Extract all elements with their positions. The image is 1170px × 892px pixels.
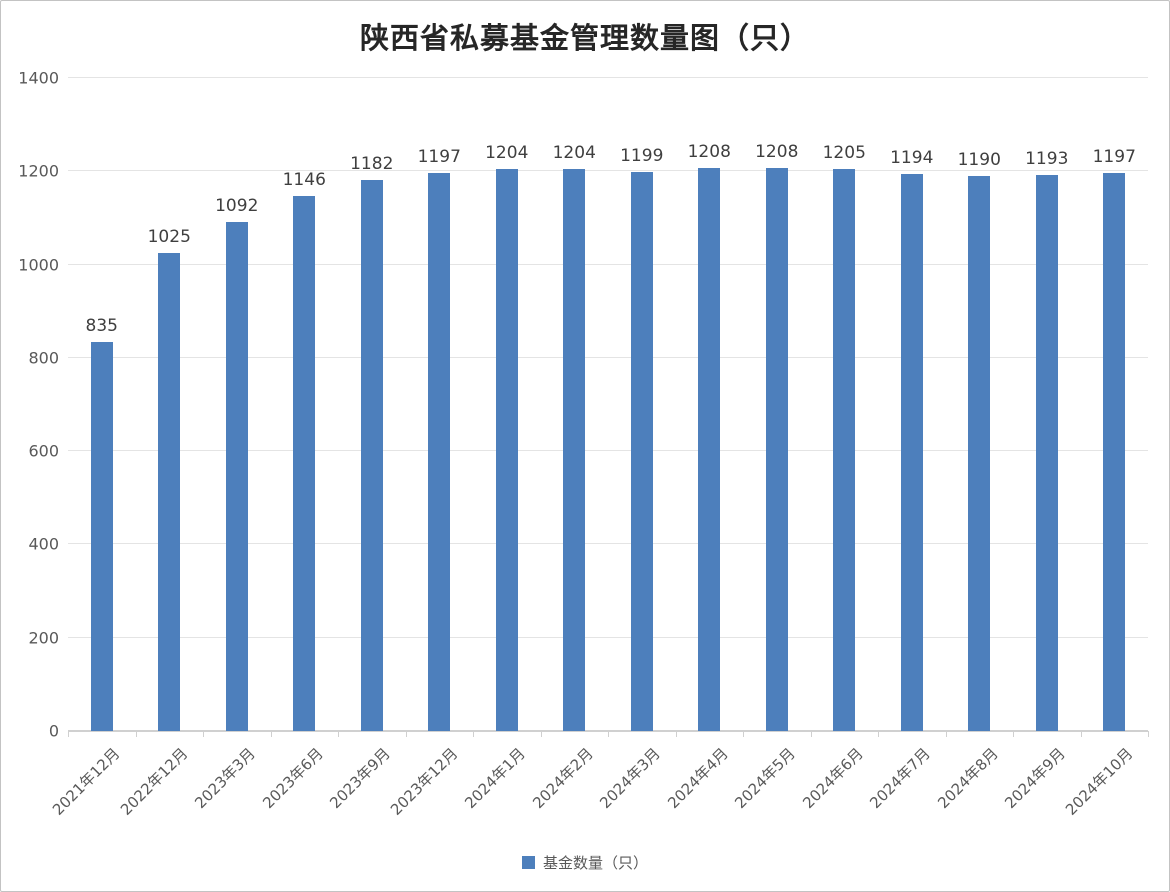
bar (833, 168, 856, 731)
y-axis-label: 1400 (18, 68, 59, 88)
x-tick (878, 731, 879, 737)
bar (563, 169, 586, 731)
bar-value-label: 1194 (890, 148, 934, 169)
x-tick (540, 731, 542, 737)
bar (968, 175, 991, 731)
x-axis-label: 2024年9月 (1001, 744, 1069, 813)
x-tick (1080, 731, 1082, 737)
bar (1103, 172, 1126, 731)
bar-value-label: 1025 (147, 226, 191, 247)
bar (630, 171, 653, 731)
x-tick (675, 731, 677, 737)
gridline (68, 356, 1148, 358)
x-tick (743, 731, 744, 737)
bar-value-label: 1197 (1092, 146, 1136, 167)
x-tick (68, 731, 69, 737)
y-axis-label: 800 (28, 348, 59, 368)
x-tick (1148, 731, 1149, 737)
bar-value-label: 1092 (215, 195, 259, 216)
bar-value-label: 1208 (687, 141, 731, 162)
bar-value-label: 1182 (350, 153, 394, 174)
bar (765, 167, 788, 731)
y-axis-label: 0 (48, 721, 59, 741)
bar (90, 341, 113, 731)
bar (698, 167, 721, 731)
bar-value-label: 1204 (485, 143, 529, 164)
legend-marker-icon (521, 856, 535, 869)
bar (293, 196, 316, 731)
x-axis-label: 2024年6月 (798, 744, 867, 813)
bar (900, 174, 923, 731)
gridline (68, 543, 1148, 545)
bar-value-label: 1204 (552, 143, 596, 164)
x-axis-label: 2024年10月 (1061, 744, 1137, 819)
y-axis-label: 1000 (18, 255, 59, 275)
x-tick (608, 731, 609, 737)
bar (428, 172, 451, 731)
bar-value-label: 835 (85, 315, 118, 336)
bar-value-label: 1193 (1025, 148, 1069, 169)
gridline (68, 170, 1148, 172)
y-axis-label: 1200 (18, 161, 59, 181)
x-tick (405, 731, 407, 737)
plot-area: 0 200 400 600 800 1000 1200 1400 835 2021年12月 1025… (18, 69, 1149, 819)
x-axis-label: 2024年4月 (663, 744, 732, 813)
x-tick (810, 731, 812, 737)
x-axis-label: 2023年9月 (326, 744, 394, 813)
bar (1035, 174, 1058, 731)
bar (158, 252, 181, 731)
x-axis-label: 2024年2月 (528, 744, 597, 813)
bar (225, 221, 248, 731)
legend-label: 基金数量（只） (542, 854, 648, 872)
bar-value-label: 1205 (822, 142, 866, 163)
x-tick (945, 731, 947, 737)
x-tick (473, 731, 474, 737)
x-axis-label: 2023年6月 (258, 744, 327, 813)
x-axis-label: 2024年1月 (461, 744, 529, 813)
x-axis-label: 2024年5月 (731, 744, 799, 813)
y-axis-label: 600 (28, 441, 59, 461)
x-tick (203, 731, 204, 737)
x-axis-label: 2024年7月 (866, 744, 934, 813)
gridline (68, 636, 1148, 638)
x-axis-label: 2021年12月 (49, 744, 124, 819)
bar-value-label: 1190 (957, 149, 1001, 170)
bar (360, 179, 383, 731)
chart-title: 陕西省私募基金管理数量图（只） (359, 21, 810, 55)
x-tick (270, 731, 272, 737)
bar-value-label: 1199 (620, 145, 664, 166)
bar-value-label: 1197 (417, 146, 461, 167)
y-axis-label: 200 (28, 628, 59, 648)
x-axis-label: 2023年12月 (386, 744, 462, 819)
x-axis-label: 2024年3月 (596, 744, 664, 813)
x-tick (1013, 731, 1014, 737)
x-axis-label: 2022年12月 (116, 744, 192, 819)
gridline (68, 263, 1148, 265)
bar-value-label: 1146 (282, 170, 326, 191)
x-tick (135, 731, 137, 737)
x-tick (338, 731, 339, 737)
bar-value-label: 1208 (755, 141, 799, 162)
x-axis-label: 2024年8月 (933, 744, 1002, 813)
legend: 基金数量（只） (1, 852, 1169, 873)
bar (495, 169, 518, 731)
gridline (68, 77, 1148, 78)
gridline (68, 450, 1148, 452)
x-axis-label: 2023年3月 (191, 744, 259, 813)
y-axis-label: 400 (28, 534, 59, 554)
